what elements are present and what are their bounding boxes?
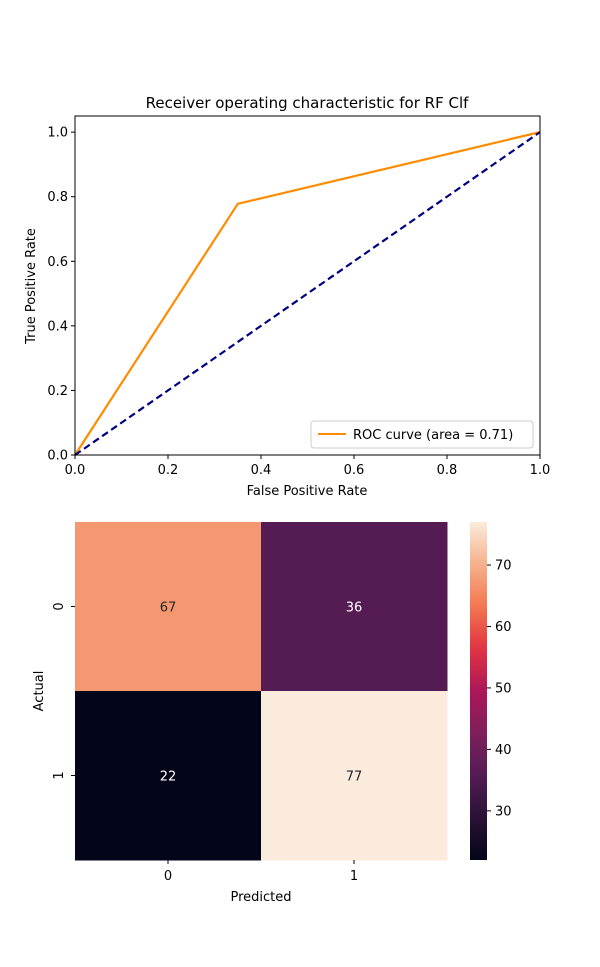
heatmap-x-tick-label: 0: [164, 869, 172, 884]
heatmap-cell: [75, 522, 262, 692]
heatmap-cell-labels: 67 36 22 77: [160, 601, 363, 785]
roc-legend: ROC curve (area = 0.71): [310, 420, 534, 449]
heatmap-cell-label: 22: [160, 770, 177, 785]
roc-x-axis-label: False Positive Rate: [247, 484, 368, 499]
roc-y-tick-label: 0.6: [47, 255, 68, 270]
heatmap-x-tick-label: 1: [350, 869, 358, 884]
roc-y-tick-label: 0.2: [47, 384, 68, 399]
roc-x-tick-label: 0.8: [437, 463, 458, 478]
heatmap-cell-label: 67: [160, 601, 177, 616]
heatmap-x-axis-label: Predicted: [230, 890, 291, 905]
roc-y-ticks: 0.0 0.2 0.4 0.6 0.8 1.0: [47, 126, 75, 464]
heatmap-y-tick-label: 1: [52, 771, 67, 779]
colorbar-tick-label: 30: [495, 804, 512, 819]
roc-chart: Receiver operating characteristic for RF…: [24, 94, 550, 499]
roc-series-0: [74, 131, 541, 456]
roc-x-ticks: 0.0 0.2 0.4 0.6 0.8 1.0: [65, 455, 551, 478]
roc-y-tick-label: 1.0: [47, 126, 68, 141]
heatmap-y-axis-label: Actual: [32, 671, 47, 712]
roc-y-axis-label: True Positive Rate: [24, 228, 39, 345]
roc-legend-label: ROC curve (area = 0.71): [353, 428, 513, 443]
roc-legend-box: [310, 420, 534, 449]
roc-series-1: [74, 131, 541, 456]
heatmap-y-tick-label: 0: [52, 602, 67, 610]
colorbar-tick-label: 70: [495, 559, 512, 574]
roc-axes-frame: [74, 115, 541, 456]
heatmap-cell: [261, 691, 448, 861]
heatmap-cell-label: 77: [346, 770, 363, 785]
colorbar-tick-label: 50: [495, 681, 512, 696]
roc-x-tick-label: 0.2: [158, 463, 179, 478]
roc-lines: [74, 131, 541, 456]
roc-y-tick-label: 0.4: [47, 319, 68, 334]
colorbar-ticks: 30 40 50 60 70: [487, 559, 512, 819]
roc-y-tick-label: 0.0: [47, 449, 68, 464]
colorbar: [470, 522, 487, 860]
roc-x-tick-label: 0.4: [251, 463, 272, 478]
heatmap-cell: [75, 691, 262, 861]
roc-x-tick-label: 0.0: [65, 463, 86, 478]
colorbar-tick-label: 60: [495, 620, 512, 635]
heatmap-cell: [261, 522, 448, 692]
roc-title: Receiver operating characteristic for RF…: [146, 94, 470, 112]
heatmap-cell-label: 36: [346, 601, 363, 616]
colorbar-tick-label: 40: [495, 743, 512, 758]
roc-x-tick-label: 1.0: [530, 463, 551, 478]
heatmap-cells: [75, 522, 448, 861]
roc-y-tick-label: 0.8: [47, 190, 68, 205]
roc-x-tick-label: 0.6: [344, 463, 365, 478]
heatmap-y-ticks: 01: [52, 602, 75, 780]
